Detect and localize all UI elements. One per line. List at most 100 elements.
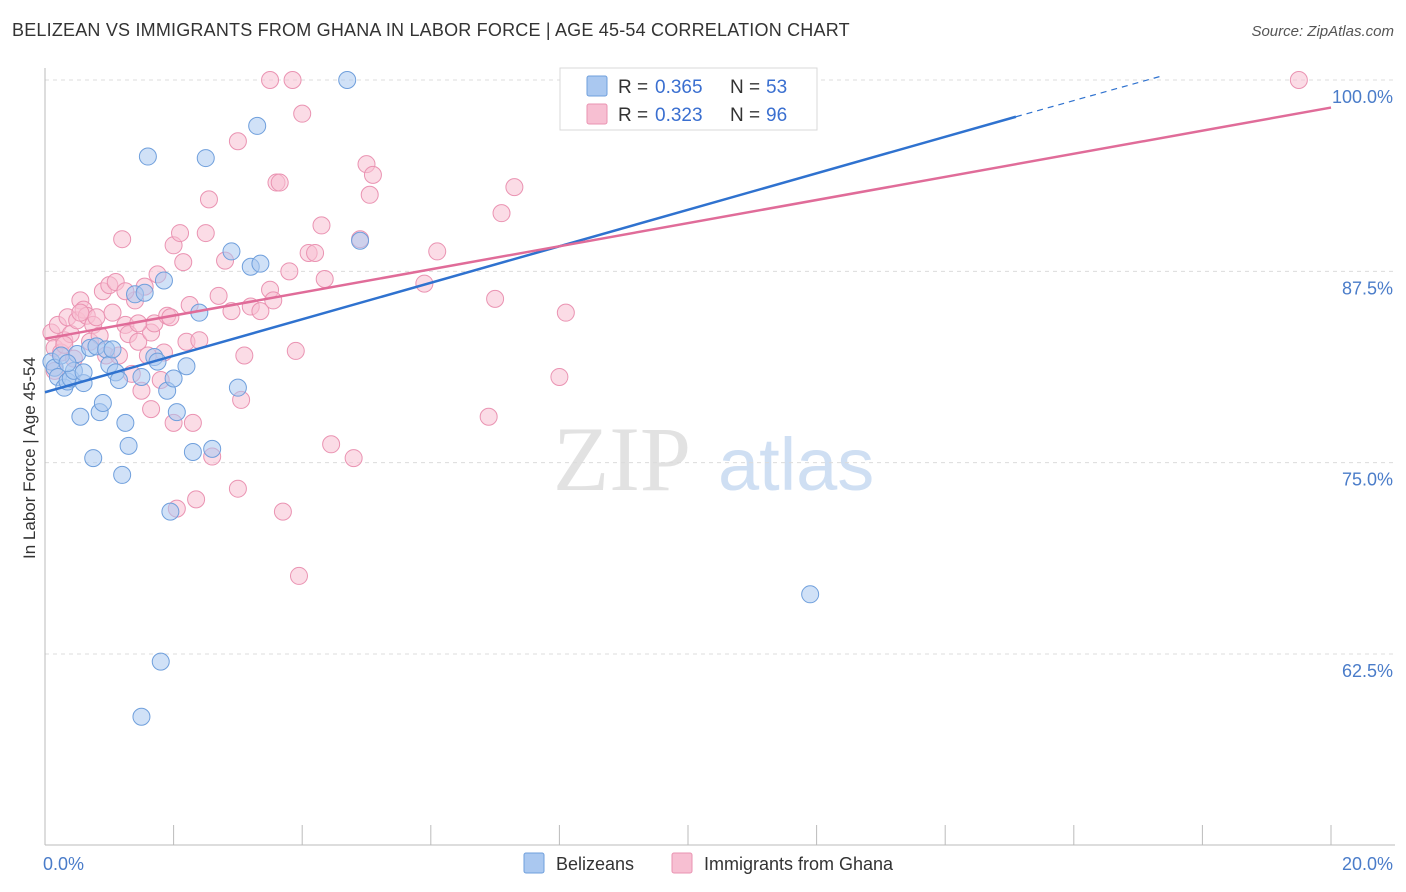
y-tick-label: 100.0% [1332, 87, 1393, 107]
legend-r-value: 0.365 [655, 77, 703, 98]
point-ghana [142, 400, 161, 419]
point-belizeans [154, 271, 173, 290]
point-belizeans [151, 652, 170, 671]
y-tick-label: 62.5% [1342, 661, 1393, 681]
legend-n-label: N = [730, 77, 760, 98]
point-ghana [322, 435, 341, 454]
point-ghana [428, 242, 447, 261]
point-belizeans [93, 393, 112, 412]
legend-label-belizeans: Belizeans [556, 854, 634, 874]
point-belizeans [74, 363, 93, 382]
point-ghana [556, 303, 575, 322]
point-ghana [306, 243, 325, 262]
point-belizeans [251, 254, 270, 273]
axes [44, 68, 1395, 846]
point-ghana [363, 165, 382, 184]
point-ghana [228, 132, 247, 151]
point-belizeans [203, 439, 222, 458]
point-ghana [492, 204, 511, 223]
point-belizeans [228, 378, 247, 397]
point-belizeans [167, 403, 186, 422]
legend-swatch-ghana [586, 103, 608, 125]
chart-title: BELIZEAN VS IMMIGRANTS FROM GHANA IN LAB… [12, 20, 850, 40]
point-belizeans [132, 367, 151, 386]
point-ghana [293, 104, 312, 123]
point-ghana [113, 230, 132, 249]
point-ghana [273, 502, 292, 521]
point-ghana [209, 286, 228, 305]
point-ghana [199, 190, 218, 209]
point-ghana [174, 253, 193, 272]
tick-labels: 62.5% 75.0% 87.5% 100.0% 0.0% 20.0% [43, 87, 1393, 874]
source-label: Source: ZipAtlas.com [1251, 23, 1394, 40]
trend-line-belizeans [44, 115, 1017, 394]
point-belizeans [801, 585, 820, 604]
point-ghana [235, 346, 254, 365]
y-tick-label: 87.5% [1342, 278, 1393, 298]
point-belizeans [196, 149, 215, 168]
point-belizeans [71, 407, 90, 426]
point-ghana [283, 71, 302, 89]
point-ghana [280, 262, 299, 281]
trend-line-ghana [44, 106, 1332, 340]
point-ghana [344, 449, 363, 468]
point-belizeans [138, 147, 157, 166]
point-ghana [183, 413, 202, 432]
point-ghana [87, 308, 106, 327]
point-ghana [486, 289, 505, 308]
point-belizeans [116, 413, 135, 432]
point-ghana [187, 490, 206, 509]
point-ghana [129, 332, 148, 351]
legend-label-ghana: Immigrants from Ghana [704, 854, 894, 874]
trend-lines [44, 74, 1332, 394]
x-tick-label: 20.0% [1342, 854, 1393, 874]
legend-n-value: 53 [766, 77, 787, 98]
legend-n-value: 96 [766, 105, 787, 126]
point-belizeans [338, 71, 357, 89]
point-belizeans [164, 369, 183, 388]
series-belizeans-points [42, 71, 820, 726]
point-ghana [360, 185, 379, 204]
legend-r-value: 0.323 [655, 105, 703, 126]
point-belizeans [222, 242, 241, 261]
point-ghana [71, 303, 90, 322]
point-ghana [315, 269, 334, 288]
point-ghana [479, 407, 498, 426]
legend-swatch-belizeans [523, 852, 545, 874]
point-ghana [103, 303, 122, 322]
legend-swatch-ghana [671, 852, 693, 874]
point-ghana [505, 178, 524, 197]
point-belizeans [248, 116, 267, 135]
point-belizeans [183, 442, 202, 461]
point-ghana [228, 479, 247, 498]
point-ghana [196, 224, 215, 243]
point-ghana [171, 224, 190, 243]
point-ghana [550, 367, 569, 386]
gridlines [45, 79, 1395, 655]
point-ghana [264, 291, 283, 310]
legend-n-label: N = [730, 105, 760, 126]
watermark-zip: ZIP [553, 408, 691, 510]
point-belizeans [177, 357, 196, 376]
point-belizeans [132, 707, 151, 726]
watermark-atlas: atlas [718, 423, 874, 506]
point-belizeans [113, 465, 132, 484]
point-belizeans [103, 340, 122, 359]
legend-series: Belizeans Immigrants from Ghana [523, 852, 894, 874]
point-ghana [289, 566, 308, 585]
point-ghana [251, 302, 270, 321]
legend-r-label: R = [618, 105, 648, 126]
legend-r-label: R = [618, 77, 648, 98]
point-ghana [312, 216, 331, 235]
point-ghana [1289, 71, 1308, 89]
point-ghana [261, 71, 280, 89]
point-belizeans [351, 231, 370, 250]
legend-swatch-belizeans [586, 75, 608, 97]
point-ghana [270, 173, 289, 192]
point-belizeans [58, 354, 77, 373]
point-ghana [286, 341, 305, 360]
y-axis-label: In Labor Force | Age 45-54 [20, 357, 39, 559]
point-belizeans [161, 502, 180, 521]
trend-line-belizeans-extension [1015, 74, 1164, 118]
